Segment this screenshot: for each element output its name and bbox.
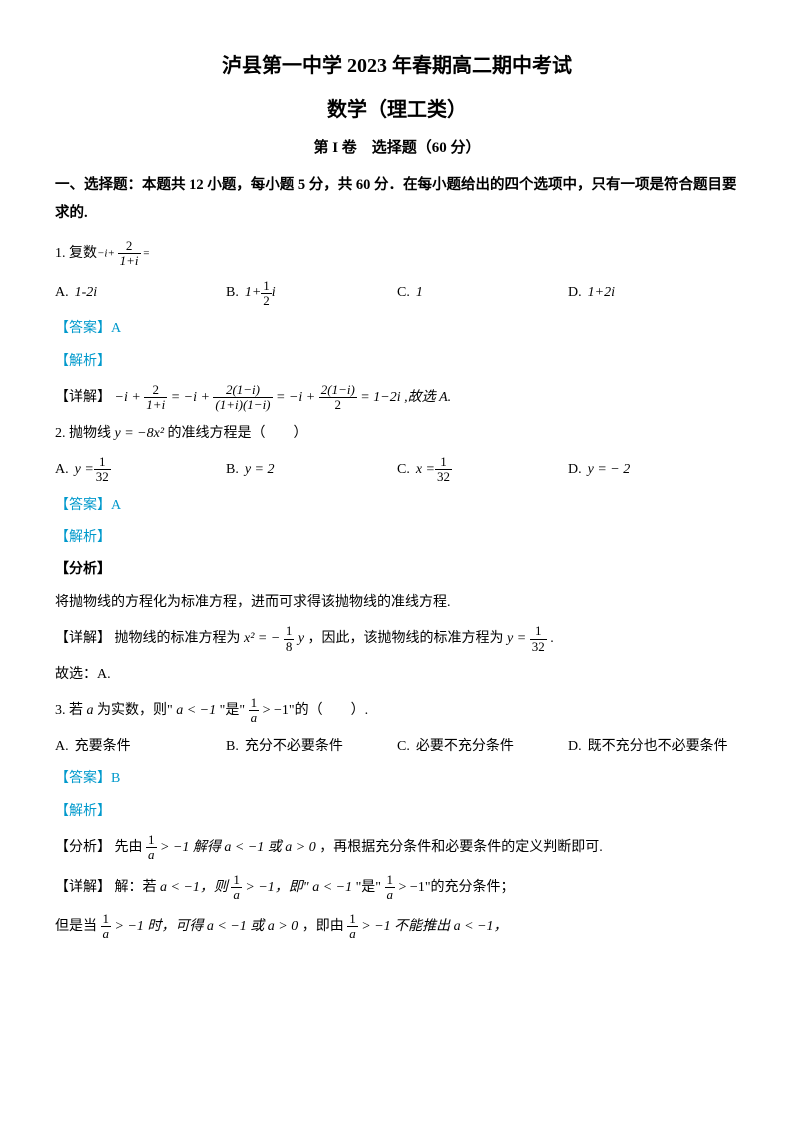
q1-stem: 1. 复数 −i+ 2 1+i = <box>55 239 739 269</box>
q3-line2: 但是当 1 a > −1 时，可得 a < −1 或 a > 0 ，即由 1 a… <box>55 912 739 942</box>
q3-opt-a: A.充要条件 <box>55 736 226 758</box>
q1-prefix: 复数 <box>69 246 97 261</box>
q3-detail: 【详解】 解：若 a < −1，则 1 a > −1，即" a < −1 "是"… <box>55 873 739 903</box>
q2-opt-d: D. y = − 2 <box>568 455 739 485</box>
q3-opt-d: D.既不充分也不必要条件 <box>568 736 739 758</box>
q3-fenxi: 【分析】 先由 1 a > −1 解得 a < −1 或 a > 0 ，再根据充… <box>55 833 739 863</box>
q3-answer: 【答案】B <box>55 768 739 790</box>
question-1: 1. 复数 −i+ 2 1+i = A. 1-2i B. 1+ 1 2 i C.… <box>55 239 739 413</box>
q2-detail: 【详解】 抛物线的标准方程为 x² = − 1 8 y ，因此，该抛物线的标准方… <box>55 624 739 654</box>
q1-expr-1: −i+ <box>97 247 115 259</box>
q1-opt-c: C. 1 <box>397 279 568 309</box>
q2-answer: 【答案】A <box>55 495 739 517</box>
q2-options: A. y = 1 32 B. y = 2 C. x = 1 32 D. y = … <box>55 455 739 485</box>
q1-options: A. 1-2i B. 1+ 1 2 i C. 1 D. 1+2i <box>55 279 739 309</box>
q1-number: 1. <box>55 246 66 261</box>
q3-stem: 3. 若 a 为实数，则" a < −1 "是" 1 a > −1"的（ ）. <box>55 696 739 726</box>
q1-opt-b: B. 1+ 1 2 i <box>226 279 397 309</box>
q3-opt-b: B.充分不必要条件 <box>226 736 397 758</box>
q1-detail: 【详解】 −i + 2 1+i = −i + 2(1−i) (1+i)(1−i)… <box>55 383 739 413</box>
q1-answer: 【答案】A <box>55 318 739 340</box>
q2-select: 故选：A. <box>55 664 739 686</box>
question-2: 2. 抛物线 y = −8x² 的准线方程是（ ） A. y = 1 32 B.… <box>55 423 739 687</box>
q1-eq: = <box>143 247 149 259</box>
q3-opt-c: C.必要不充分条件 <box>397 736 568 758</box>
q2-opt-c: C. x = 1 32 <box>397 455 568 485</box>
q1-opt-a: A. 1-2i <box>55 279 226 309</box>
q3-analysis-label: 【解析】 <box>55 801 739 823</box>
section-title: 第 I 卷 选择题（60 分） <box>55 136 739 160</box>
q2-analysis-label: 【解析】 <box>55 527 739 549</box>
q2-fenxi-text: 将抛物线的方程化为标准方程，进而可求得该抛物线的准线方程. <box>55 592 739 614</box>
q2-stem: 2. 抛物线 y = −8x² 的准线方程是（ ） <box>55 423 739 445</box>
q2-opt-a: A. y = 1 32 <box>55 455 226 485</box>
q3-options: A.充要条件 B.充分不必要条件 C.必要不充分条件 D.既不充分也不必要条件 <box>55 736 739 758</box>
instructions: 一、选择题：本题共 12 小题，每小题 5 分，共 60 分．在每小题给出的四个… <box>55 172 739 227</box>
exam-title: 泸县第一中学 2023 年春期高二期中考试 <box>55 50 739 82</box>
q2-opt-b: B. y = 2 <box>226 455 397 485</box>
q1-frac: 2 1+i <box>118 239 141 269</box>
q1-analysis-label: 【解析】 <box>55 351 739 373</box>
q1-opt-d: D. 1+2i <box>568 279 739 309</box>
subject-title: 数学（理工类） <box>55 94 739 126</box>
q2-fenxi-label: 【分析】 <box>55 559 739 581</box>
question-3: 3. 若 a 为实数，则" a < −1 "是" 1 a > −1"的（ ）. … <box>55 696 739 942</box>
